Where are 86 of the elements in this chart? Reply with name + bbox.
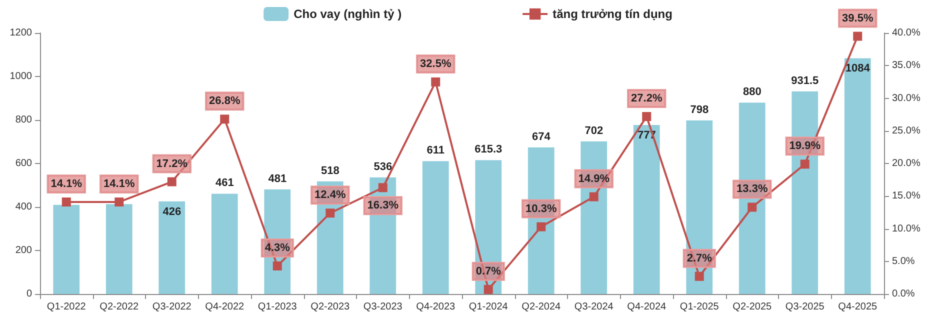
legend-label: Cho vay (nghìn tỷ ) [294,7,402,21]
data-label: 536 [374,160,392,173]
data-label: 14.9% [578,172,610,185]
data-label: 19.9% [789,140,821,152]
x-tick-label: Q4-2023 [416,302,456,312]
data-label: 17.2% [156,158,188,170]
point [694,272,704,281]
data-label: 27.2% [631,92,662,105]
x-tick-label: Q1-2025 [680,302,720,312]
point [484,284,493,294]
bar [53,204,80,294]
data-label: 2.7% [686,252,712,264]
y2-tick-label: 20.0% [892,158,920,169]
point [272,261,282,270]
point [431,77,440,86]
bar [106,204,132,294]
data-label: 518 [320,164,340,177]
point [589,192,598,202]
point [853,32,862,41]
x-tick-label: Q3-2023 [363,302,403,312]
bar [633,125,660,294]
bar [158,201,186,294]
x-tick-label: Q4-2024 [627,302,667,312]
point [536,222,546,232]
data-label: 13.3% [736,183,768,196]
data-label: 14.1% [50,178,82,190]
point [378,183,388,192]
data-label: 39.5% [842,12,874,24]
y-tick-label: 400 [15,202,32,212]
x-tick-label: Q3-2022 [152,302,192,312]
x-tick-label: Q2-2022 [100,302,140,312]
data-label: 611 [426,144,444,157]
point [326,208,335,218]
data-label: 702 [584,124,604,137]
bar [422,161,449,294]
y2-tick-label: 40.0% [892,28,920,38]
y-tick-label: 1200 [10,28,32,38]
y2-tick-label: 10.0% [892,223,920,234]
y2-tick-label: 25.0% [892,125,920,136]
y-tick-label: 0 [26,288,32,300]
data-label: 1084 [845,62,871,75]
point [642,112,652,122]
x-tick-label: Q2-2025 [732,302,772,312]
data-label: 798 [690,104,709,116]
data-label: 16.3% [367,200,399,212]
data-label: 32.5% [420,58,452,70]
point [220,114,230,124]
point [748,202,757,212]
point [62,197,71,206]
data-label: 12.4% [314,189,346,202]
y2-tick-label: 30.0% [892,92,920,104]
data-label: 481 [268,172,287,185]
y2-tick-label: 0.0% [892,288,915,300]
x-tick-label: Q4-2025 [838,302,878,312]
x-tick-label: Q3-2025 [785,302,825,312]
point [167,177,176,186]
y2-tick-label: 35.0% [892,60,920,72]
y2-tick-label: 15.0% [892,190,920,202]
legend-label: tăng trưởng tín dụng [552,7,672,21]
x-tick-label: Q1-2022 [46,302,86,312]
y-tick-label: 200 [15,245,32,256]
x-tick-label: Q1-2023 [258,302,298,312]
data-label: 10.3% [526,202,557,215]
data-label: 426 [162,206,182,218]
x-tick-label: Q2-2024 [522,302,562,312]
x-tick-label: Q3-2024 [574,302,614,312]
y-tick-label: 800 [15,114,32,126]
data-label: 931.5 [791,74,819,87]
data-label: 4.3% [264,242,290,254]
y-tick-label: 600 [15,158,32,169]
y2-tick-label: 5.0% [892,256,915,267]
x-tick-label: Q2-2023 [310,302,350,312]
y-tick-label: 1000 [10,71,32,82]
bar [211,194,238,294]
point [800,160,810,169]
x-tick-label: Q1-2024 [468,302,508,312]
data-label: 0.7% [476,265,502,278]
bar [844,58,871,294]
x-tick-label: Q4-2022 [205,302,245,312]
data-label: 615.3 [474,144,502,156]
data-label: 880 [742,86,762,98]
data-label: 461 [215,177,234,190]
data-label: 14.1% [104,178,135,190]
data-label: 26.8% [209,95,240,108]
data-label: 674 [532,130,552,143]
point [114,197,124,206]
